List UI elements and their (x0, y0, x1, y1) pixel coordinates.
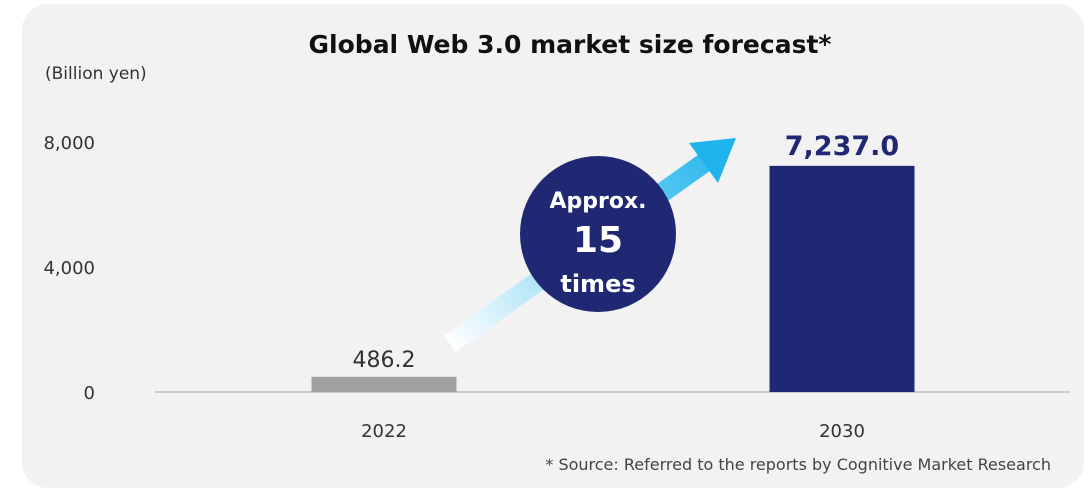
multiplier-badge (520, 156, 676, 312)
y-axis-unit-label: (Billion yen) (45, 64, 147, 84)
data-label-2030: 7,237.0 (785, 131, 899, 162)
bar-2022 (311, 376, 457, 392)
growth-arrow-head (689, 138, 736, 183)
y-tick-label: 8,000 (43, 133, 95, 154)
x-tick-label-2030: 2030 (819, 421, 865, 442)
multiplier-badge-line3: times (560, 270, 635, 298)
multiplier-badge-line1: Approx. (549, 189, 646, 214)
bar-2030 (769, 165, 915, 392)
x-tick-label-2022: 2022 (361, 421, 407, 442)
data-label-2022: 486.2 (353, 348, 416, 373)
source-note: * Source: Referred to the reports by Cog… (545, 455, 1051, 474)
multiplier-badge-line2: 15 (573, 220, 623, 261)
y-tick-label: 4,000 (43, 258, 95, 279)
chart-title: Global Web 3.0 market size forecast* (308, 30, 832, 59)
y-tick-label: 0 (84, 383, 95, 404)
